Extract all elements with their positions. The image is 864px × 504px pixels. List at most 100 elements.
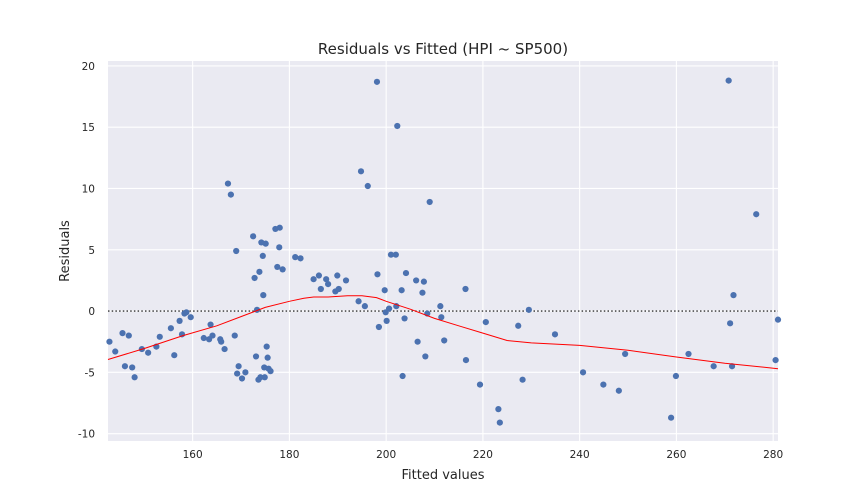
residual-point — [725, 77, 732, 84]
residual-point — [325, 280, 332, 288]
residual-point — [419, 289, 426, 296]
residual-point — [373, 78, 381, 85]
residual-point — [125, 332, 132, 339]
residual-point — [251, 274, 258, 282]
residual-point — [145, 349, 152, 356]
y-tick-label: -5 — [85, 367, 95, 379]
chart-title: Residuals vs Fitted (HPI ~ SP500) — [318, 40, 568, 58]
residual-point — [579, 369, 587, 376]
residual-point — [495, 406, 502, 413]
residual-point — [728, 363, 736, 370]
residual-point — [274, 263, 281, 271]
residual-point — [297, 255, 304, 262]
residual-point — [262, 240, 269, 247]
residual-point — [615, 387, 622, 394]
residual-point — [413, 277, 420, 284]
residual-point — [399, 372, 406, 380]
residual-point — [342, 277, 350, 284]
residual-point — [402, 269, 410, 277]
residual-point — [112, 348, 119, 355]
residual-point — [394, 122, 401, 130]
y-tick-label: 15 — [82, 122, 95, 134]
residual-point — [176, 317, 183, 324]
residual-point — [551, 331, 559, 338]
residual-point — [267, 368, 274, 375]
residual-point — [622, 350, 629, 358]
residual-point — [420, 278, 427, 285]
residual-point — [392, 251, 399, 258]
x-tick-label: 200 — [376, 449, 396, 461]
residual-point — [231, 332, 238, 339]
y-tick-label: -10 — [78, 429, 95, 441]
residual-point — [187, 314, 194, 321]
residual-point — [525, 306, 532, 313]
residual-point — [131, 374, 138, 381]
residual-point — [242, 369, 249, 376]
residual-point — [224, 180, 232, 187]
residual-point — [462, 356, 470, 364]
residual-point — [361, 303, 368, 310]
residual-point — [385, 305, 393, 312]
grid-lines — [108, 61, 778, 441]
residual-points — [106, 77, 782, 426]
residual-point — [235, 363, 242, 370]
residual-point — [753, 211, 760, 218]
y-axis-label: Residuals — [58, 220, 73, 282]
residual-point — [156, 333, 163, 340]
residual-point — [310, 276, 317, 283]
residual-point — [119, 330, 126, 337]
residual-point — [437, 303, 444, 310]
residual-point — [398, 287, 405, 294]
y-tick-label: 0 — [88, 306, 95, 318]
residual-point — [276, 244, 283, 251]
residual-point — [727, 320, 734, 327]
x-tick-label: 160 — [183, 449, 203, 461]
residual-point — [263, 343, 270, 350]
x-tick-label: 180 — [279, 449, 299, 461]
residual-point — [292, 254, 299, 261]
residual-point — [227, 191, 234, 198]
x-tick-label: 280 — [763, 449, 783, 461]
residual-point — [279, 266, 286, 273]
y-axis-ticks: -10 -5 0 5 10 15 20 — [78, 61, 95, 441]
residual-point — [441, 337, 448, 344]
residual-point — [209, 332, 216, 339]
x-tick-label: 260 — [666, 449, 686, 461]
residual-point — [334, 272, 341, 279]
residual-point — [685, 350, 692, 358]
residual-point — [774, 316, 782, 323]
residual-point — [121, 363, 129, 370]
residual-point — [387, 251, 395, 258]
residual-point — [276, 224, 283, 231]
residual-point — [357, 168, 365, 175]
residual-point — [374, 271, 381, 278]
residual-point — [250, 233, 257, 240]
residual-point — [438, 314, 445, 321]
residual-point — [264, 354, 271, 361]
residual-point — [476, 381, 484, 388]
residual-point — [207, 321, 214, 328]
residual-point — [496, 419, 503, 426]
residual-point — [252, 353, 260, 360]
residual-point — [259, 252, 266, 260]
residual-point — [667, 414, 675, 421]
residual-point — [422, 353, 429, 360]
residual-point — [672, 372, 680, 380]
y-tick-label: 10 — [82, 183, 95, 195]
residual-point — [772, 356, 779, 364]
residual-point — [383, 317, 390, 324]
x-axis-label: Fitted values — [401, 468, 484, 483]
residual-point — [323, 276, 330, 283]
lowess-line — [107, 295, 779, 370]
residual-point — [106, 338, 113, 345]
residual-point — [233, 247, 240, 255]
residual-point — [256, 268, 263, 275]
x-tick-label: 240 — [570, 449, 590, 461]
residual-point — [183, 309, 190, 316]
residual-point — [414, 338, 421, 345]
residual-point — [238, 375, 246, 382]
y-tick-label: 5 — [88, 245, 95, 257]
residual-point — [171, 352, 178, 359]
residual-point — [315, 272, 323, 279]
residual-point — [600, 381, 607, 388]
